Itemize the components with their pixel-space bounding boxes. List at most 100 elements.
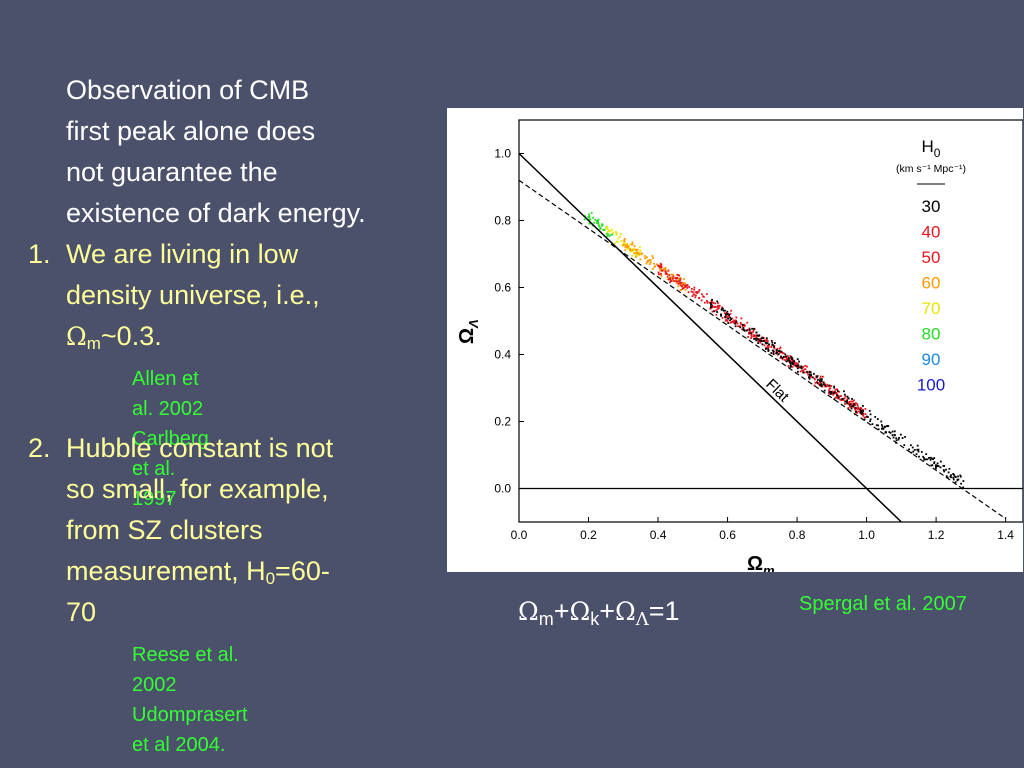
scatter-point: [770, 346, 773, 348]
scatter-point: [709, 301, 711, 304]
scatter-point: [647, 260, 649, 263]
legend-entry: 70: [922, 299, 941, 318]
scatter-point: [711, 305, 714, 308]
scatter-point: [666, 278, 669, 281]
x-tick-label: 0.6: [719, 528, 736, 542]
scatter-point: [623, 240, 626, 243]
scatter-point: [773, 347, 776, 350]
scatter-point: [783, 359, 786, 361]
scatter-point: [775, 349, 778, 351]
scatter-point: [659, 269, 662, 272]
scatter-point: [658, 266, 661, 269]
scatter-point: [781, 358, 784, 361]
scatter-point: [730, 318, 733, 320]
legend-title: H0: [922, 137, 941, 160]
scatter-point: [877, 424, 879, 427]
scatter-point: [834, 388, 837, 391]
scatter-point: [791, 365, 794, 368]
scatter-point: [933, 462, 936, 465]
scatter-point: [660, 265, 662, 268]
scatter-point: [737, 325, 739, 328]
scatter-point: [767, 350, 770, 352]
scatter-point: [738, 325, 741, 328]
scatter-point: [854, 408, 857, 411]
scatter-point: [691, 291, 694, 294]
scatter-point: [765, 347, 767, 349]
scatter-point: [877, 428, 880, 431]
scatter-point: [750, 336, 753, 338]
scatter-point: [788, 360, 791, 363]
scatter-point: [690, 290, 693, 293]
scatter-point: [616, 241, 619, 243]
scatter-point: [948, 467, 951, 470]
scatter-point: [624, 249, 627, 252]
scatter-point: [597, 220, 599, 223]
scatter-point: [945, 475, 948, 478]
scatter-point: [952, 476, 955, 479]
scatter-point: [746, 321, 749, 324]
x-axis-label: Ωm: [747, 553, 775, 572]
scatter-point: [781, 357, 784, 359]
scatter-point: [602, 229, 605, 231]
scatter-point: [706, 301, 709, 304]
scatter-point: [884, 425, 886, 428]
scatter-point: [808, 371, 811, 374]
scatter-point: [935, 467, 937, 470]
scatter-point: [628, 246, 630, 248]
scatter-point: [763, 340, 765, 342]
scatter-point: [659, 262, 662, 265]
scatter-point: [854, 406, 857, 409]
scatter-point: [797, 370, 799, 373]
scatter-point: [606, 231, 609, 234]
scatter-point: [610, 228, 613, 231]
scatter-point: [859, 407, 862, 409]
scatter-point: [605, 226, 607, 229]
scatter-point: [626, 247, 629, 250]
scatter-point: [766, 346, 768, 349]
scatter-point: [799, 370, 802, 373]
scatter-point: [838, 390, 840, 393]
scatter-point: [759, 339, 762, 342]
scatter-point: [643, 255, 646, 257]
scatter-point: [923, 457, 925, 459]
scatter-point: [820, 384, 823, 387]
scatter-point: [788, 359, 791, 361]
scatter-point: [886, 425, 889, 428]
plus-sign: +: [553, 596, 570, 626]
scatter-point: [836, 396, 839, 399]
scatter-point: [634, 254, 637, 257]
scatter-point: [786, 359, 789, 362]
scatter-point: [934, 464, 937, 467]
scatter-point: [724, 309, 726, 312]
scatter-point: [636, 248, 639, 251]
scatter-point: [807, 373, 810, 376]
scatter-point: [757, 340, 760, 343]
scatter-point: [760, 337, 763, 340]
scatter-point: [672, 277, 674, 280]
scatter-point: [813, 378, 816, 381]
scatter-point: [724, 319, 727, 322]
scatter-point: [823, 389, 826, 392]
scatter-point: [629, 243, 632, 246]
scatter-point: [828, 391, 831, 394]
scatter-point: [924, 458, 927, 461]
scatter-point: [931, 464, 934, 467]
y-tick-label: 0.2: [494, 415, 511, 429]
scatter-point: [696, 292, 699, 294]
scatter-point: [761, 340, 763, 343]
scatter-point: [847, 397, 850, 400]
scatter-point: [901, 437, 904, 439]
scatter-point: [603, 228, 606, 231]
scatter-point: [850, 400, 853, 403]
scatter-point: [755, 331, 758, 334]
scatter-point: [937, 465, 940, 468]
scatter-point: [767, 345, 770, 348]
citation: Spergal et al. 2007: [799, 593, 967, 615]
legend-entry: 50: [922, 248, 941, 267]
scatter-point: [727, 322, 730, 325]
scatter-point: [834, 396, 837, 399]
scatter-point: [609, 230, 611, 233]
scatter-point: [952, 473, 955, 475]
scatter-point: [780, 350, 783, 353]
scatter-point: [780, 355, 782, 358]
